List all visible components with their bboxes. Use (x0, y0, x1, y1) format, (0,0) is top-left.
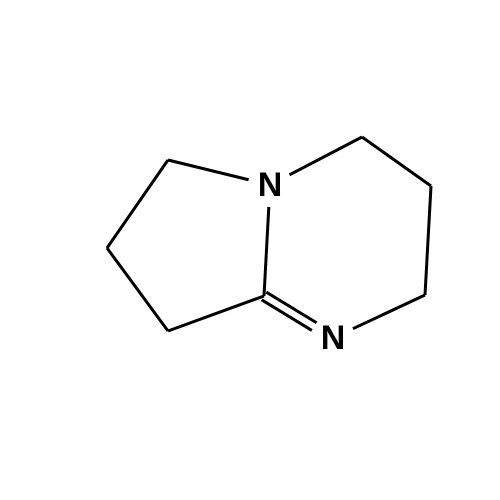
bond-line (264, 207, 269, 296)
bond-line (107, 248, 168, 331)
bond-line (168, 160, 249, 180)
bond-line (425, 186, 431, 295)
atom-label-N: N (321, 319, 346, 357)
bond-line (362, 137, 431, 186)
bond-line (290, 137, 363, 175)
bond-line (353, 295, 425, 329)
atom-label-N: N (258, 166, 283, 204)
atoms-layer: NN (258, 166, 346, 357)
molecule-diagram: NN (0, 0, 500, 500)
bond-line (107, 160, 168, 248)
bond-line (168, 296, 264, 331)
